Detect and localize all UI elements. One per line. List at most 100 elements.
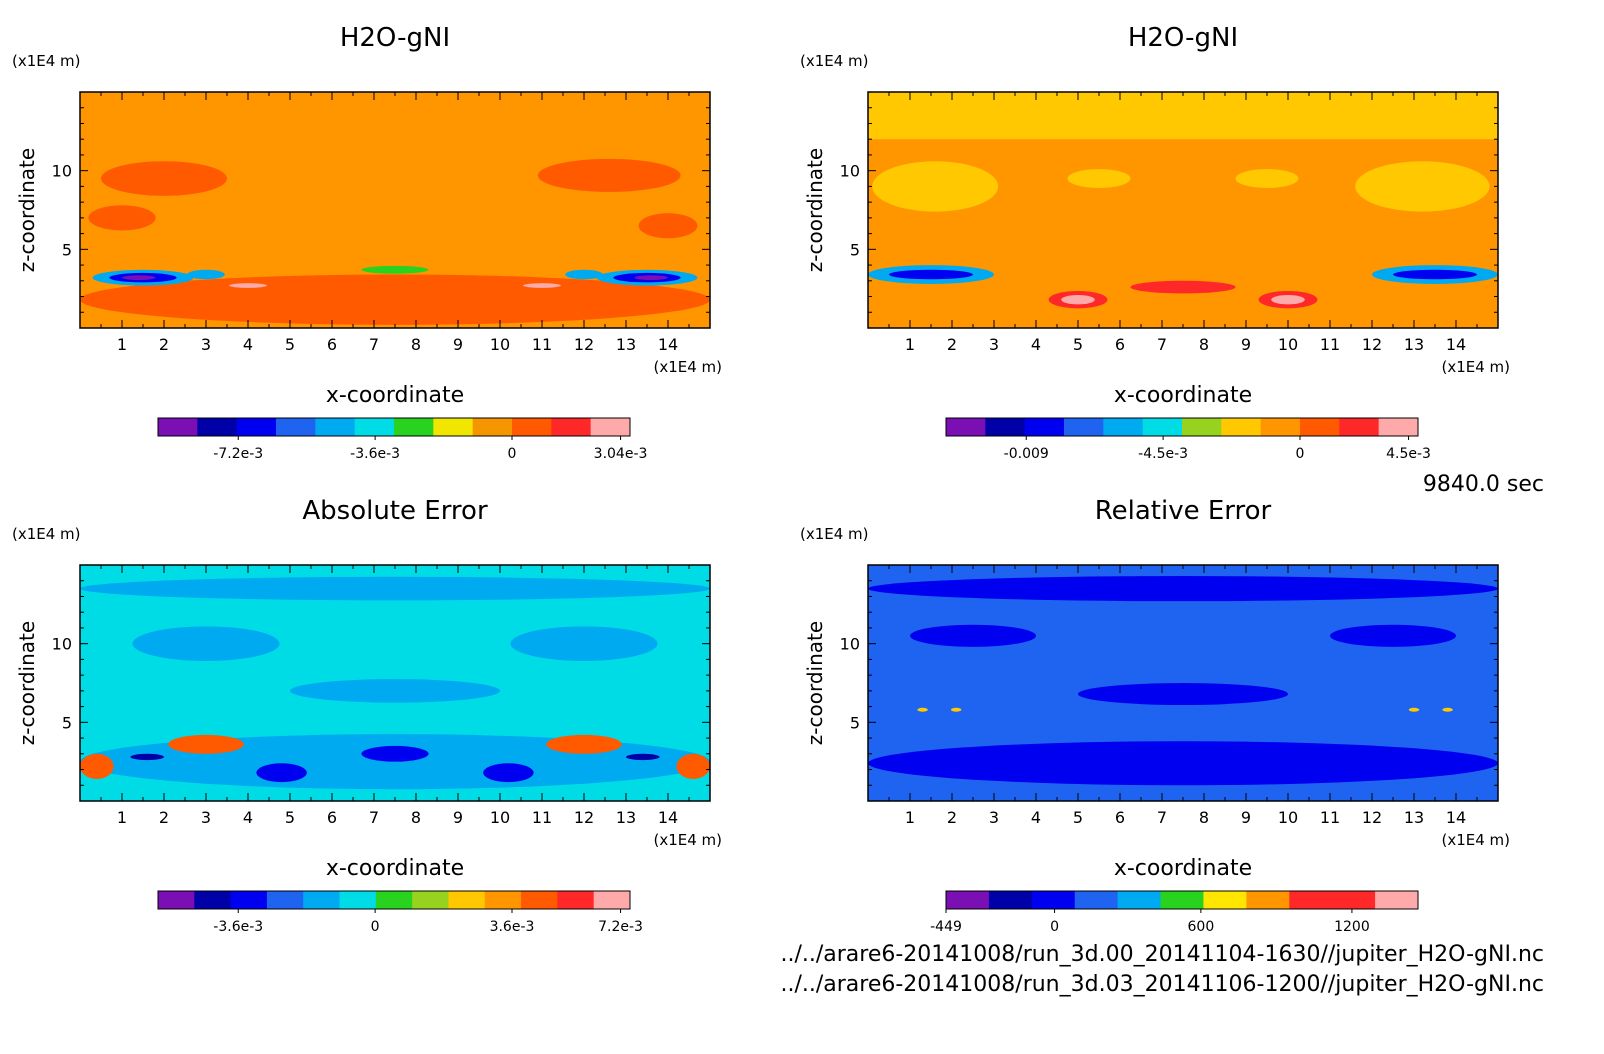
contour-region	[676, 753, 710, 779]
x-unit-label: (x1E4 m)	[1441, 831, 1510, 849]
y-tick-label: 5	[850, 713, 860, 732]
x-tick-label: 1	[117, 335, 127, 354]
colorbar-swatch	[1024, 418, 1065, 436]
y-tick-label: 5	[62, 713, 72, 732]
contour-region	[229, 283, 267, 288]
x-tick-label: 3	[989, 808, 999, 827]
panel-4: Relative Error(x1E4 m)1 2 3 4 5 6 7 8 9 10 11 12 13 1…	[800, 496, 1510, 935]
x-tick-label: 7	[1157, 808, 1167, 827]
x-tick-label: 8	[1199, 808, 1209, 827]
x-tick-label: 4	[1031, 335, 1041, 354]
colorbar-swatch	[1339, 418, 1380, 436]
x-tick-label: 4	[243, 335, 253, 354]
colorbar-swatch	[557, 891, 595, 909]
colorbar-swatch	[194, 891, 232, 909]
contour-region	[546, 734, 622, 754]
contour-region	[523, 283, 561, 288]
panel-1: H2O-gNI(x1E4 m)1 2 3 4 5 6 7 8 9 10 11 12 13 14510(x1…	[12, 23, 722, 462]
heatmap-field	[80, 565, 710, 801]
chart-title: Absolute Error	[302, 496, 488, 526]
x-tick-label: 3	[989, 335, 999, 354]
colorbar-frame	[157, 890, 631, 910]
colorbar-swatch	[266, 891, 304, 909]
colorbar-swatch	[946, 418, 986, 436]
x-unit-label: (x1E4 m)	[653, 831, 722, 849]
x-axis-label: x-coordinate	[1114, 856, 1252, 881]
y-unit-label: (x1E4 m)	[800, 52, 869, 70]
colorbar-swatch	[158, 418, 198, 436]
contour-region	[1393, 269, 1477, 280]
colorbar-swatch	[158, 891, 195, 909]
colorbar: -0.009 -4.5e-3 0 4.5e-3	[945, 417, 1431, 462]
x-tick-label: 2	[159, 808, 169, 827]
contour-region	[483, 763, 534, 783]
x-tick-label: 14	[658, 335, 678, 354]
contour-region	[101, 161, 227, 196]
x-unit-label: (x1E4 m)	[1441, 358, 1510, 376]
colorbar-tick-label: 1200	[1334, 919, 1370, 935]
colorbar: -7.2e-3 -3.6e-3 0 3.04e-3	[157, 417, 648, 462]
colorbar-tick-label: -3.6e-3	[213, 919, 263, 935]
x-tick-label: 5	[1073, 335, 1083, 354]
x-tick-label: 5	[285, 808, 295, 827]
y-axis-label: z-coordinate	[803, 148, 827, 272]
contour-region	[537, 158, 681, 192]
x-tick-label: 2	[947, 808, 957, 827]
x-tick-label: 1	[905, 808, 915, 827]
contour-region	[917, 707, 928, 712]
colorbar-swatch	[985, 418, 1026, 436]
colorbar-swatch	[1074, 891, 1119, 909]
x-tick-label: 9	[453, 335, 463, 354]
contour-region	[889, 269, 973, 280]
contour-region	[1067, 169, 1131, 188]
colorbar-tick-label: 3.6e-3	[490, 919, 535, 935]
y-axis-label: z-coordinate	[15, 621, 39, 745]
colorbar-swatch	[1182, 418, 1222, 436]
contour-region	[868, 741, 1498, 786]
contour-region	[510, 626, 658, 661]
x-tick-label: 12	[1362, 808, 1382, 827]
colorbar-tick-label: 4.5e-3	[1386, 446, 1431, 462]
colorbar-tick-label: 600	[1188, 919, 1215, 935]
colorbar-swatch	[315, 418, 356, 436]
colorbar-swatch	[197, 418, 238, 436]
x-tick-label: 11	[1320, 335, 1340, 354]
y-tick-label: 10	[840, 162, 860, 181]
contour-region	[122, 275, 156, 281]
colorbar-swatch	[1332, 891, 1376, 909]
colorbar-swatch	[1375, 891, 1419, 909]
x-tick-label: 11	[532, 335, 552, 354]
colorbar-swatch	[236, 418, 277, 436]
x-tick-label: 11	[532, 808, 552, 827]
heatmap-field	[868, 92, 1498, 328]
x-tick-label: 1	[905, 335, 915, 354]
file-path-1: ../../arare6-20141008/run_3d.00_20141104…	[780, 942, 1544, 967]
x-tick-label: 12	[574, 335, 594, 354]
contour-region	[910, 624, 1036, 647]
colorbar-swatch	[1246, 891, 1290, 909]
colorbar-swatch	[448, 891, 486, 909]
colorbar-swatch	[1142, 418, 1183, 436]
colorbar-tick-label: 0	[508, 446, 517, 462]
x-tick-label: 2	[947, 335, 957, 354]
heatmap-field	[868, 565, 1498, 801]
colorbar-tick-label: 3.04e-3	[594, 446, 648, 462]
heatmap-field	[80, 92, 710, 328]
x-axis-label: x-coordinate	[1114, 383, 1252, 408]
colorbar-swatch	[1300, 418, 1340, 436]
chart-title: Relative Error	[1095, 496, 1272, 526]
x-tick-label: 5	[285, 335, 295, 354]
colorbar-tick-label: 0	[1296, 446, 1305, 462]
y-tick-label: 5	[850, 240, 860, 259]
x-tick-label: 8	[411, 808, 421, 827]
contour-region	[187, 269, 225, 280]
x-tick-label: 12	[574, 808, 594, 827]
time-label: 9840.0 sec	[1422, 472, 1544, 497]
x-tick-label: 14	[1446, 335, 1466, 354]
x-tick-label: 13	[1404, 335, 1424, 354]
colorbar: -449 0 600 1200	[930, 890, 1419, 935]
colorbar-tick-label: -7.2e-3	[213, 446, 263, 462]
colorbar-swatch	[276, 418, 316, 436]
x-tick-label: 11	[1320, 808, 1340, 827]
